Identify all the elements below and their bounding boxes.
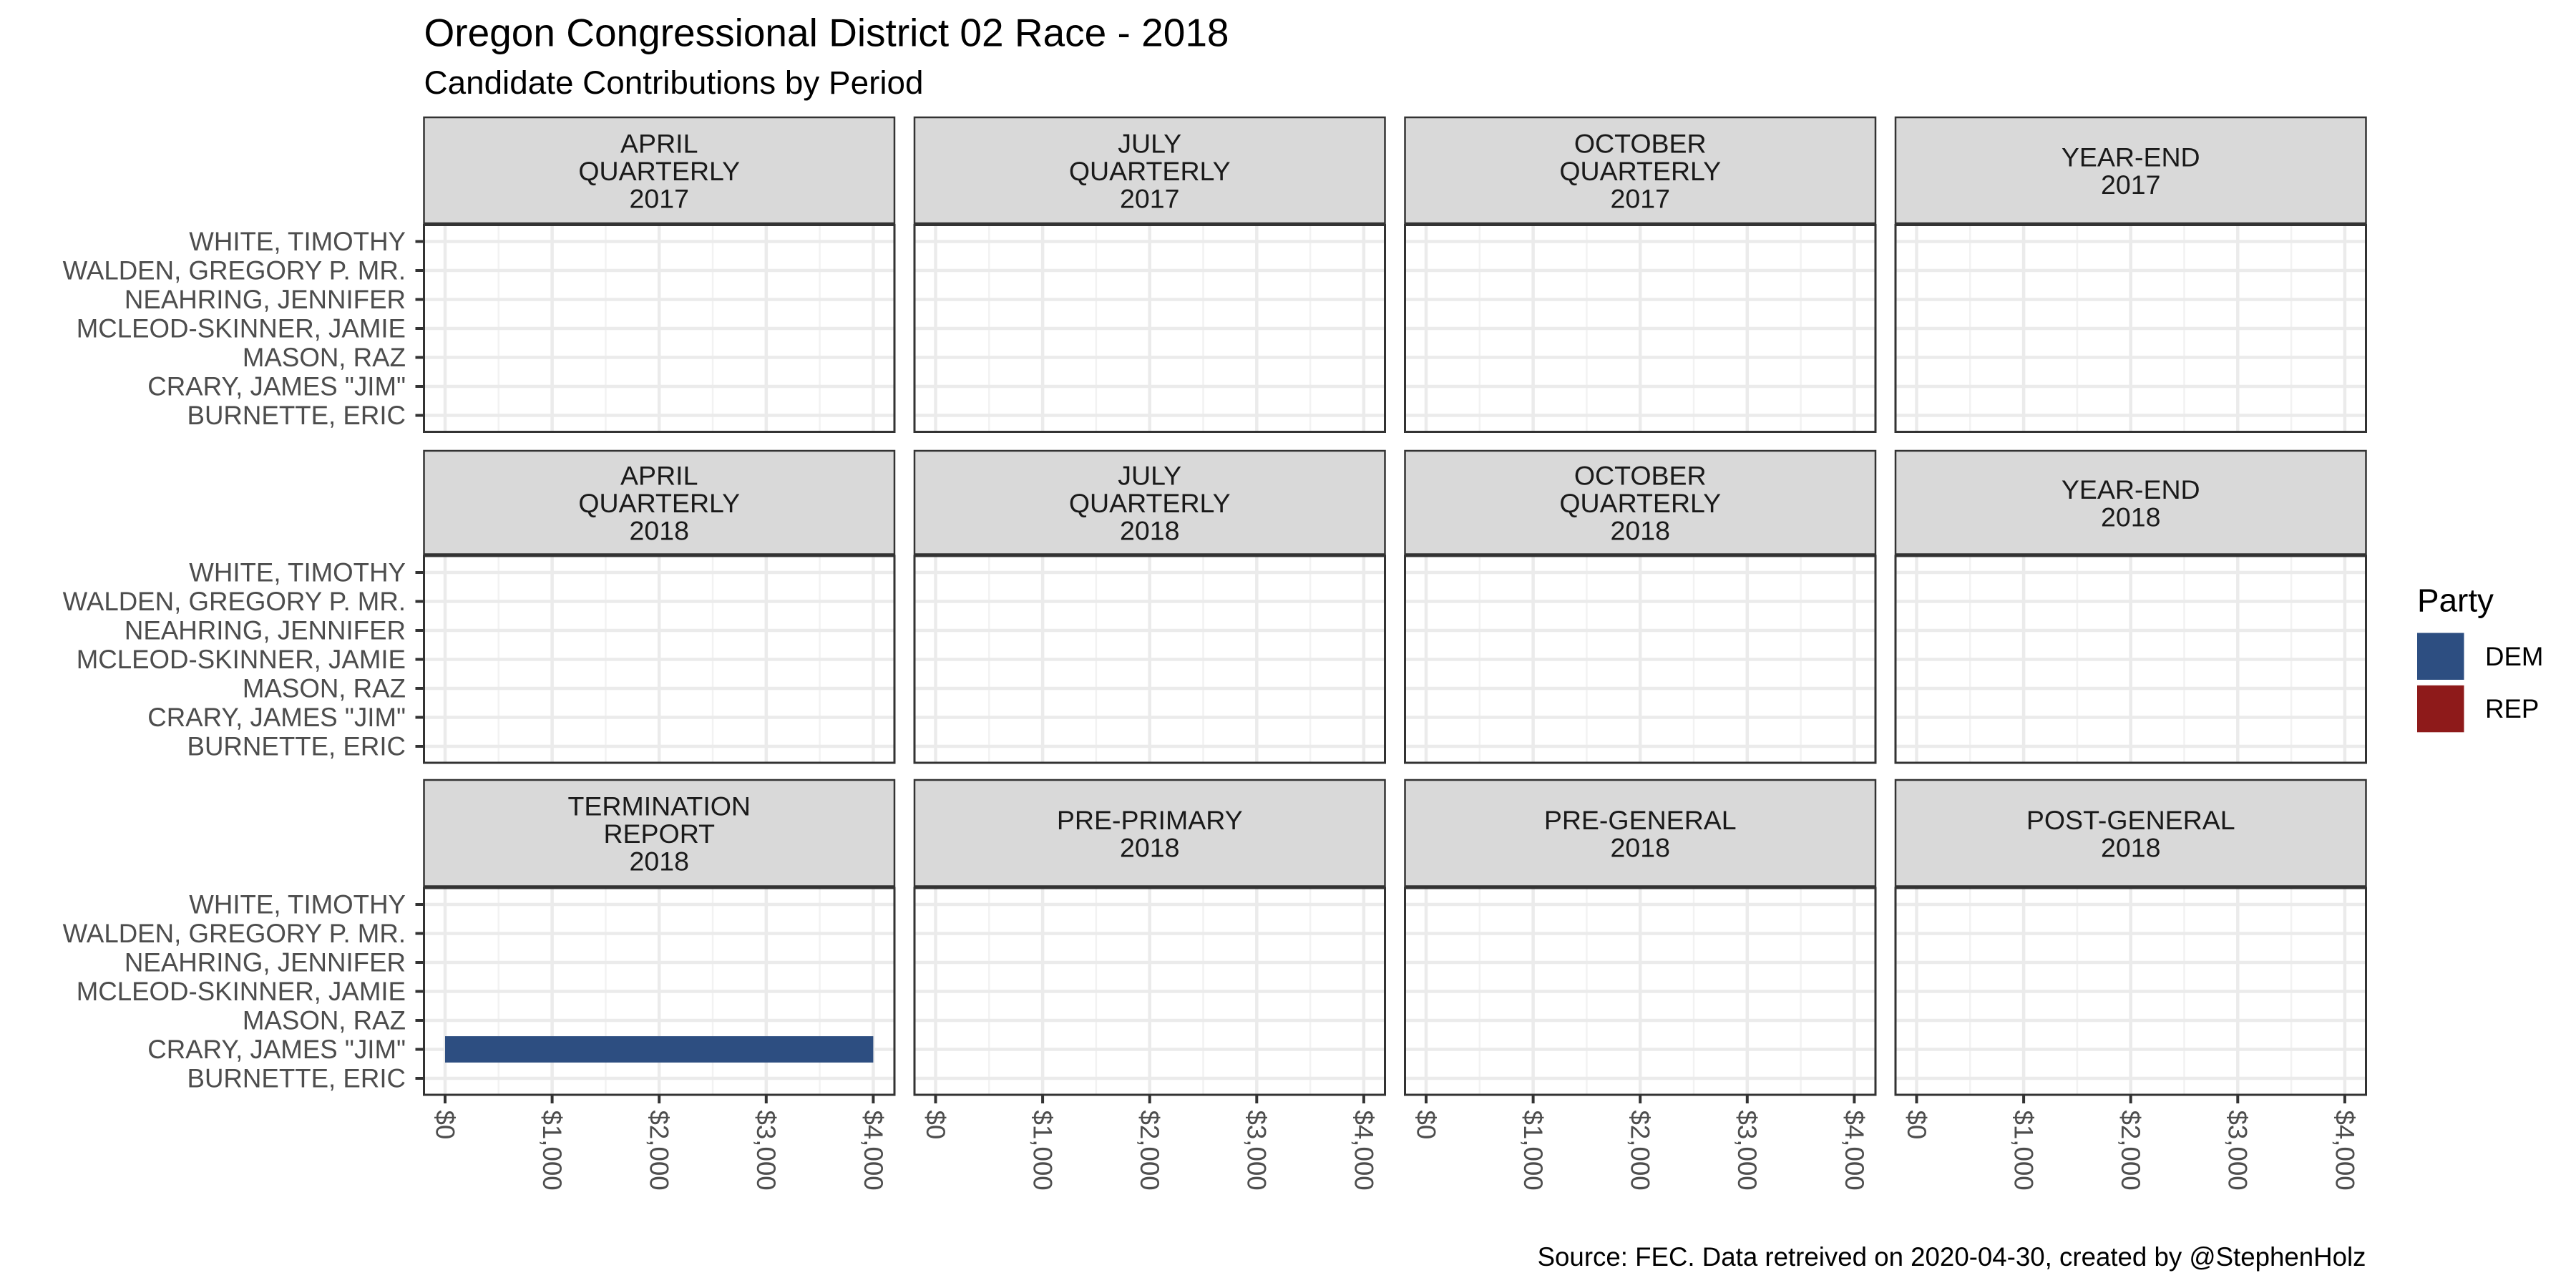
svg-text:QUARTERLY: QUARTERLY [1559, 156, 1721, 186]
svg-text:APRIL: APRIL [620, 461, 698, 491]
svg-text:$4,000: $4,000 [859, 1111, 888, 1191]
svg-text:OCTOBER: OCTOBER [1574, 461, 1707, 491]
svg-text:2018: 2018 [1120, 832, 1179, 862]
svg-text:2018: 2018 [1611, 516, 1670, 546]
svg-text:$2,000: $2,000 [1135, 1111, 1164, 1191]
svg-text:NEAHRING, JENNIFER: NEAHRING, JENNIFER [125, 948, 406, 977]
svg-text:JULY: JULY [1118, 461, 1181, 491]
svg-text:$4,000: $4,000 [1840, 1111, 1869, 1191]
svg-text:2018: 2018 [2101, 502, 2160, 532]
svg-text:2017: 2017 [2101, 170, 2160, 200]
svg-text:2018: 2018 [1611, 832, 1670, 862]
svg-text:CRARY, JAMES "JIM": CRARY, JAMES "JIM" [147, 703, 406, 732]
svg-text:WHITE, TIMOTHY: WHITE, TIMOTHY [189, 890, 406, 919]
svg-text:YEAR-END: YEAR-END [2062, 142, 2200, 172]
svg-text:MASON, RAZ: MASON, RAZ [243, 343, 406, 372]
svg-text:Oregon Congressional District: Oregon Congressional District 02 Race - … [424, 11, 1229, 55]
svg-text:$3,000: $3,000 [1242, 1111, 1272, 1191]
svg-text:TERMINATION: TERMINATION [567, 791, 751, 821]
svg-text:NEAHRING, JENNIFER: NEAHRING, JENNIFER [125, 616, 406, 645]
svg-text:PRE-GENERAL: PRE-GENERAL [1544, 805, 1737, 835]
svg-text:MCLEOD-SKINNER, JAMIE: MCLEOD-SKINNER, JAMIE [77, 645, 406, 674]
svg-text:QUARTERLY: QUARTERLY [578, 156, 740, 186]
svg-text:$3,000: $3,000 [1732, 1111, 1762, 1191]
svg-text:2018: 2018 [1120, 516, 1179, 546]
svg-text:$3,000: $3,000 [751, 1111, 781, 1191]
svg-text:BURNETTE, ERIC: BURNETTE, ERIC [187, 1064, 406, 1093]
svg-text:QUARTERLY: QUARTERLY [1069, 156, 1231, 186]
svg-text:JULY: JULY [1118, 128, 1181, 158]
svg-text:2018: 2018 [630, 847, 689, 877]
svg-text:2018: 2018 [630, 516, 689, 546]
svg-text:REPORT: REPORT [603, 819, 715, 849]
svg-text:$1,000: $1,000 [537, 1111, 567, 1191]
svg-text:$0: $0 [921, 1111, 950, 1140]
svg-text:$1,000: $1,000 [1028, 1111, 1058, 1191]
svg-text:Candidate Contributions by Per: Candidate Contributions by Period [424, 64, 924, 101]
svg-text:BURNETTE, ERIC: BURNETTE, ERIC [187, 732, 406, 761]
svg-text:WHITE, TIMOTHY: WHITE, TIMOTHY [189, 558, 406, 587]
svg-text:2017: 2017 [1120, 183, 1179, 213]
svg-text:QUARTERLY: QUARTERLY [1069, 488, 1231, 518]
svg-text:$2,000: $2,000 [645, 1111, 674, 1191]
svg-text:QUARTERLY: QUARTERLY [578, 488, 740, 518]
svg-text:$4,000: $4,000 [1349, 1111, 1378, 1191]
svg-text:MASON, RAZ: MASON, RAZ [243, 674, 406, 703]
svg-text:$1,000: $1,000 [1518, 1111, 1548, 1191]
svg-text:PRE-PRIMARY: PRE-PRIMARY [1057, 805, 1243, 835]
svg-text:$0: $0 [1902, 1111, 1931, 1140]
svg-text:2018: 2018 [2101, 832, 2160, 862]
svg-text:$3,000: $3,000 [2223, 1111, 2253, 1191]
svg-text:CRARY, JAMES "JIM": CRARY, JAMES "JIM" [147, 372, 406, 401]
svg-text:WHITE, TIMOTHY: WHITE, TIMOTHY [189, 227, 406, 256]
svg-text:BURNETTE, ERIC: BURNETTE, ERIC [187, 401, 406, 430]
svg-text:$2,000: $2,000 [1626, 1111, 1655, 1191]
svg-text:2017: 2017 [1611, 183, 1670, 213]
svg-text:MCLEOD-SKINNER, JAMIE: MCLEOD-SKINNER, JAMIE [77, 314, 406, 343]
svg-text:$1,000: $1,000 [2009, 1111, 2039, 1191]
svg-text:POST-GENERAL: POST-GENERAL [2026, 805, 2235, 835]
svg-text:$0: $0 [430, 1111, 459, 1140]
svg-text:WALDEN, GREGORY P. MR.: WALDEN, GREGORY P. MR. [63, 256, 406, 286]
svg-text:OCTOBER: OCTOBER [1574, 128, 1707, 158]
svg-text:APRIL: APRIL [620, 128, 698, 158]
svg-text:2017: 2017 [630, 183, 689, 213]
svg-text:WALDEN, GREGORY P. MR.: WALDEN, GREGORY P. MR. [63, 919, 406, 948]
svg-text:$4,000: $4,000 [2330, 1111, 2359, 1191]
svg-text:WALDEN, GREGORY P. MR.: WALDEN, GREGORY P. MR. [63, 587, 406, 616]
svg-text:$2,000: $2,000 [2116, 1111, 2145, 1191]
svg-text:REP: REP [2485, 694, 2539, 723]
svg-text:CRARY, JAMES "JIM": CRARY, JAMES "JIM" [147, 1035, 406, 1064]
svg-text:$0: $0 [1411, 1111, 1440, 1140]
svg-text:Party: Party [2417, 582, 2494, 619]
svg-text:MASON, RAZ: MASON, RAZ [243, 1006, 406, 1035]
svg-text:QUARTERLY: QUARTERLY [1559, 488, 1721, 518]
svg-text:MCLEOD-SKINNER, JAMIE: MCLEOD-SKINNER, JAMIE [77, 977, 406, 1006]
svg-text:NEAHRING, JENNIFER: NEAHRING, JENNIFER [125, 285, 406, 314]
svg-text:YEAR-END: YEAR-END [2062, 474, 2200, 504]
svg-text:Source: FEC. Data retreived on: Source: FEC. Data retreived on 2020-04-3… [1538, 1242, 2366, 1272]
svg-text:DEM: DEM [2485, 642, 2543, 671]
